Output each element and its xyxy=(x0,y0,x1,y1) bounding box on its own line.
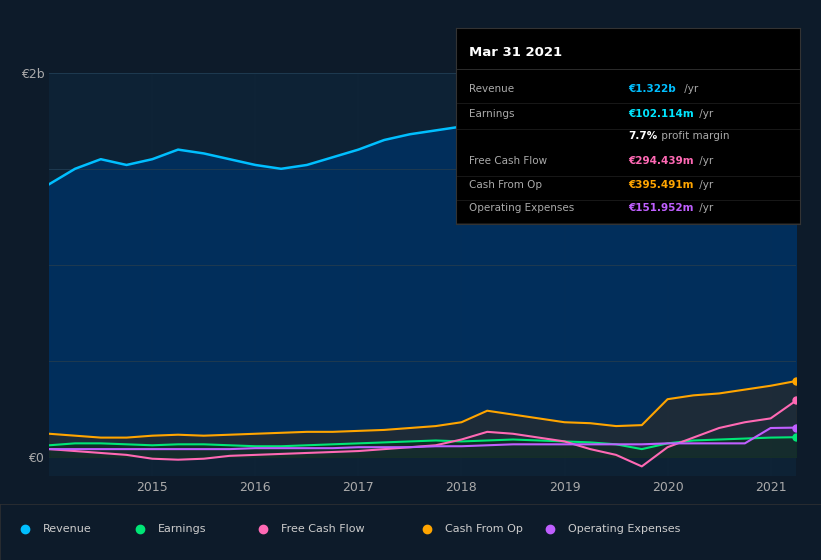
Text: /yr: /yr xyxy=(681,84,699,94)
Text: €395.491m: €395.491m xyxy=(628,180,694,190)
Text: Cash From Op: Cash From Op xyxy=(445,524,523,534)
Text: Free Cash Flow: Free Cash Flow xyxy=(281,524,365,534)
Text: /yr: /yr xyxy=(696,156,713,166)
Text: Operating Expenses: Operating Expenses xyxy=(568,524,681,534)
Text: Revenue: Revenue xyxy=(43,524,91,534)
Text: Mar 31 2021: Mar 31 2021 xyxy=(470,46,562,59)
Text: profit margin: profit margin xyxy=(658,131,730,141)
Text: €294.439m: €294.439m xyxy=(628,156,694,166)
Text: €102.114m: €102.114m xyxy=(628,109,694,119)
Text: Free Cash Flow: Free Cash Flow xyxy=(470,156,548,166)
Text: €151.952m: €151.952m xyxy=(628,203,694,213)
Text: Cash From Op: Cash From Op xyxy=(470,180,543,190)
Text: /yr: /yr xyxy=(696,180,713,190)
Text: /yr: /yr xyxy=(696,203,713,213)
Text: Earnings: Earnings xyxy=(470,109,515,119)
Text: 7.7%: 7.7% xyxy=(628,131,658,141)
Text: €1.322b: €1.322b xyxy=(628,84,676,94)
Text: /yr: /yr xyxy=(696,109,713,119)
Text: Earnings: Earnings xyxy=(158,524,206,534)
Text: Operating Expenses: Operating Expenses xyxy=(470,203,575,213)
Text: Revenue: Revenue xyxy=(470,84,515,94)
